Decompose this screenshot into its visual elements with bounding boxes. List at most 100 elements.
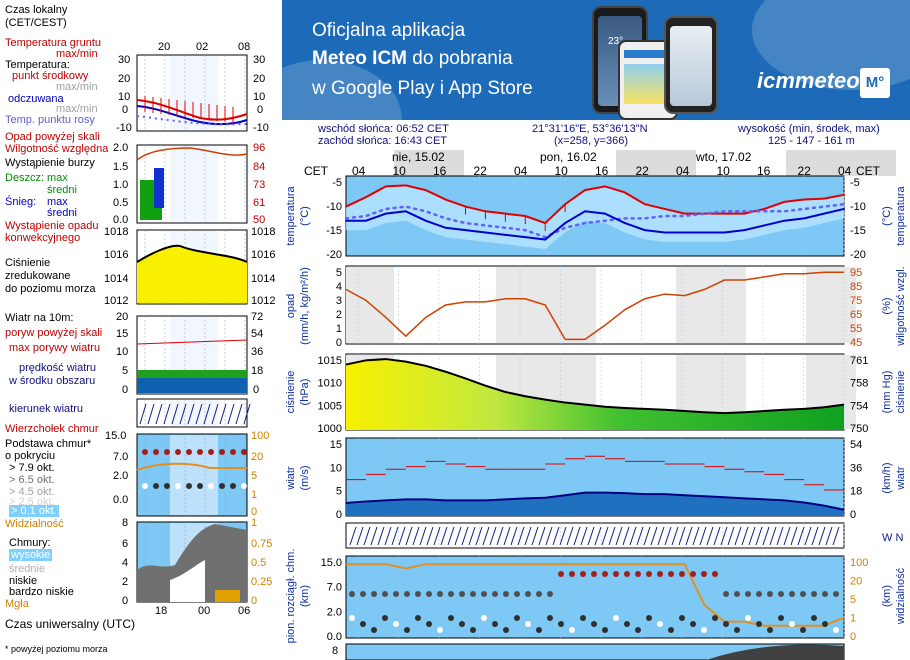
wind-barb [706, 526, 714, 546]
cover-level: > 7.9 okt. [9, 462, 55, 474]
cloud-base-dot [503, 627, 509, 633]
hour-label: 04 [514, 164, 528, 178]
wind-tick-right: 54 [251, 328, 264, 340]
wind-barb [426, 526, 434, 546]
day-label: nie, 15.02 [392, 150, 445, 164]
temp-tick: 10 [118, 91, 131, 103]
fog-label: Mgła [5, 598, 29, 610]
cloud-base-dot [415, 615, 421, 621]
axis-tick: -15 [850, 225, 866, 237]
cloud-top-dot [503, 591, 509, 597]
wind-barb [657, 526, 665, 546]
legend-cloud-top-dot [164, 449, 170, 455]
cl-vlow-label: bardzo niskie [9, 586, 74, 598]
cloud-top-dot [437, 591, 443, 597]
temp-tick: 30 [118, 54, 131, 66]
wind-barb [524, 526, 532, 546]
cloud-top-dot [635, 571, 641, 577]
hour-label: 16 [757, 164, 771, 178]
cloud-base-dot [734, 627, 740, 633]
night-band [394, 150, 464, 176]
precip-tick: 0.0 [113, 214, 129, 226]
axis-tick: 1000 [318, 423, 342, 435]
wind-barb [356, 526, 364, 546]
axis-tick: 0 [336, 337, 342, 349]
cloud-top-dot [580, 571, 586, 577]
temp-tick-right: 10 [253, 91, 266, 103]
cloud-top-dot [349, 591, 355, 597]
axis-tick: -20 [850, 249, 866, 261]
cloud-top-dot [591, 571, 597, 577]
pressure-area [346, 359, 844, 430]
legend-snow-bar [154, 168, 164, 208]
axis-tick: 2 [336, 309, 342, 321]
temp-tick: 0 [122, 104, 129, 116]
cloud-base-dot [723, 621, 729, 627]
legend-barb [163, 403, 171, 425]
tz-right: CET [856, 164, 881, 178]
humidity-line [345, 271, 844, 341]
rain-label: Deszcz: [5, 172, 45, 184]
wind-barb [363, 526, 371, 546]
cloud-base-dot [635, 627, 641, 633]
cloud-base-dot [613, 615, 619, 621]
wind-barb [468, 526, 476, 546]
humidity-tick: 84 [253, 161, 266, 173]
vis-tick: 5 [251, 470, 258, 482]
axis-tick: 758 [850, 378, 868, 390]
precip-tick: 2.0 [113, 142, 129, 154]
cl-high-label: wysokie [9, 549, 53, 561]
wind-barb [552, 526, 560, 546]
hour-label: 22 [474, 164, 488, 178]
legend-wind-band [137, 370, 247, 378]
pressure-tick-right: 1018 [251, 226, 276, 238]
axis-tick: 1010 [318, 378, 342, 390]
cloud-base-dot [547, 615, 553, 621]
cloud-top-dot [558, 571, 564, 577]
wind-tick: 10 [116, 346, 129, 358]
cloud-base-dot [602, 627, 608, 633]
axis-label: opad [285, 294, 297, 318]
cloud-top-dot [404, 591, 410, 597]
legend-humidity-line [136, 147, 248, 161]
axis-label: ciśnienie [895, 371, 907, 414]
banner-line2: Meteo ICM do pobrania [312, 48, 513, 70]
wind-barb [755, 526, 763, 546]
pressure-tick: 1014 [104, 273, 129, 285]
humidity-tick: 50 [253, 214, 266, 226]
wind-barb [391, 526, 399, 546]
local-tick: 20 [158, 41, 171, 53]
wind-barb [510, 526, 518, 546]
cloud-tick: 0.0 [113, 494, 129, 506]
wind-barb [559, 526, 567, 546]
wind-tick: 5 [122, 365, 129, 377]
cloud-top-dot [470, 591, 476, 597]
rain-mean-label: średni [47, 184, 77, 196]
axis-tick: 5 [336, 486, 342, 498]
legend-cloud-top-dot [230, 449, 236, 455]
axis-tick: 5 [336, 267, 342, 279]
vis-tick: 100 [251, 430, 270, 442]
feels-like-label: odczuwana [8, 93, 64, 105]
wind-barb [664, 526, 672, 546]
pressure-label: Ciśnienie [5, 257, 51, 269]
compass-label: W N [882, 532, 903, 544]
cloud-top-dot [822, 591, 828, 597]
wind-barb [825, 526, 833, 546]
midpoint-label: punkt środkowy [12, 70, 89, 82]
wind-barb [748, 526, 756, 546]
cloud-base-dot [745, 615, 751, 621]
cloud-base-dot [767, 627, 773, 633]
legend-dew-line [136, 115, 248, 126]
local-tick: 08 [238, 41, 251, 53]
cloud-top-dot [602, 571, 608, 577]
cloud-top-dot [712, 571, 718, 577]
axis-tick: 45 [850, 337, 862, 349]
banner-line3: w Google Play i App Store [312, 78, 533, 99]
wind-barb [692, 526, 700, 546]
wind-barb [594, 526, 602, 546]
cloud-base-dot [382, 615, 388, 621]
cloud-top-dot [679, 571, 685, 577]
app-promo-banner[interactable]: Oficjalna aplikacja Meteo ICM do pobrani… [282, 0, 910, 120]
wind-barb [454, 526, 462, 546]
